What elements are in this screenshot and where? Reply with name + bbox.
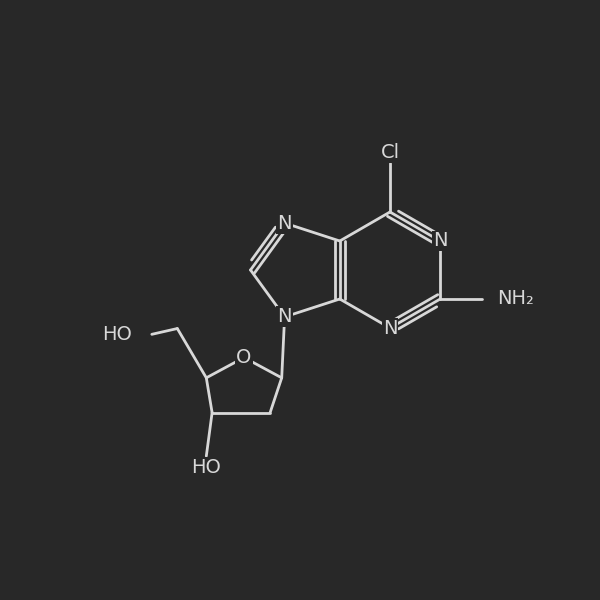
Text: N: N	[383, 319, 397, 337]
Text: N: N	[277, 307, 292, 326]
Text: O: O	[236, 348, 251, 367]
Text: N: N	[277, 214, 292, 233]
Text: Cl: Cl	[380, 143, 400, 162]
Text: N: N	[433, 232, 448, 251]
Text: HO: HO	[102, 325, 132, 344]
Text: HO: HO	[191, 458, 221, 476]
Text: NH₂: NH₂	[497, 289, 535, 308]
